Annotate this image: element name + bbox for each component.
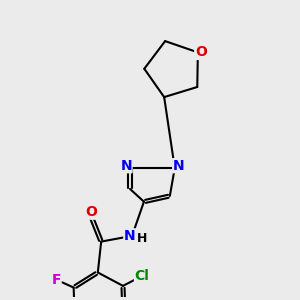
Text: N: N [120, 159, 132, 173]
Text: H: H [137, 232, 148, 245]
Text: Cl: Cl [134, 269, 149, 284]
Text: F: F [51, 272, 61, 286]
Text: O: O [85, 205, 97, 219]
Text: N: N [173, 159, 184, 173]
Text: O: O [195, 45, 207, 59]
Text: N: N [124, 229, 136, 243]
